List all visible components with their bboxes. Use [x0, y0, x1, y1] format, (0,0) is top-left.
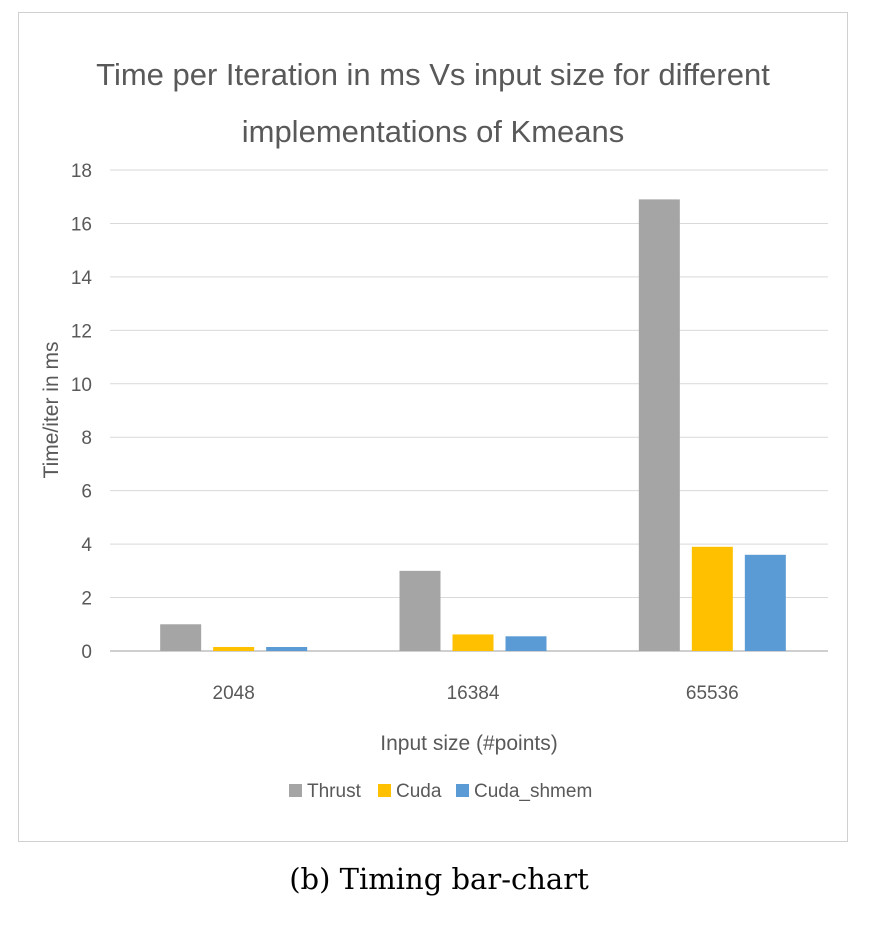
- legend-label-cuda: Cuda: [396, 781, 442, 802]
- bar-cuda-65536: [691, 546, 733, 651]
- chart-title-line: implementations of Kmeans: [242, 114, 625, 149]
- legend-swatch-cuda: [378, 784, 391, 797]
- y-tick-label: 2: [81, 589, 92, 610]
- y-tick-label: 16: [71, 214, 92, 235]
- figure-caption: (b) Timing bar-chart: [289, 862, 589, 896]
- legend-label-thrust: Thrust: [307, 781, 362, 802]
- bar-cuda_shmem-65536: [744, 554, 786, 651]
- bar-chart: Time per Iteration in ms Vs input size f…: [40, 57, 828, 802]
- y-tick-label: 4: [81, 535, 92, 556]
- bar-cuda_shmem-16384: [505, 636, 547, 651]
- y-tick-label: 18: [71, 161, 92, 182]
- legend: Thrust Cuda Cuda_shmem: [289, 781, 592, 802]
- chart-title: Time per Iteration in ms Vs input size f…: [96, 57, 770, 149]
- chart-title-line: Time per Iteration in ms Vs input size f…: [96, 57, 770, 92]
- y-tick-label: 8: [81, 428, 92, 449]
- bar-thrust-2048: [160, 624, 202, 651]
- legend-label-cuda_shmem: Cuda_shmem: [474, 781, 592, 802]
- y-axis-label: Time/iter in ms: [40, 342, 63, 479]
- bar-thrust-16384: [399, 570, 441, 651]
- bar-cuda_shmem-2048: [266, 646, 308, 651]
- x-tick-label: 16384: [447, 683, 500, 704]
- legend-swatch-thrust: [289, 784, 302, 797]
- y-tick-label: 14: [71, 268, 93, 289]
- bar-cuda-16384: [452, 634, 494, 651]
- x-axis-label: Input size (#points): [380, 732, 557, 755]
- y-tick-labels: 0 2 4 6 8 10 12 14 16 18: [71, 161, 93, 663]
- legend-swatch-cuda_shmem: [456, 784, 469, 797]
- bars: [160, 199, 786, 651]
- x-tick-label: 2048: [213, 683, 255, 704]
- y-tick-label: 10: [71, 375, 92, 396]
- chart-frame: [18, 12, 848, 842]
- y-tick-label: 6: [81, 482, 92, 503]
- y-tick-label: 0: [81, 642, 92, 663]
- x-tick-labels: 2048 16384 65536: [213, 683, 739, 704]
- y-tick-label: 12: [71, 321, 92, 342]
- bar-cuda-2048: [213, 646, 255, 651]
- x-tick-label: 65536: [686, 683, 739, 704]
- bar-thrust-65536: [638, 199, 680, 651]
